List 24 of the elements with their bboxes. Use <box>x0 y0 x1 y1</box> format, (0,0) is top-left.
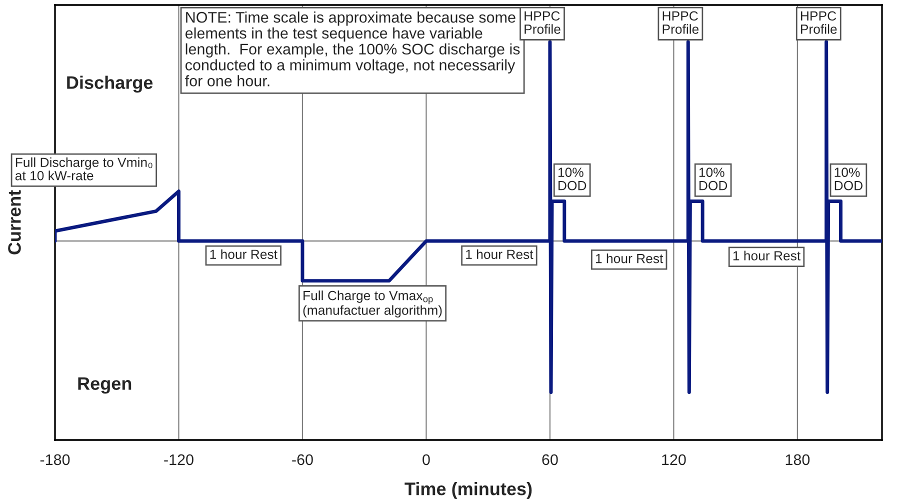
y-axis-title: Current <box>8 190 21 254</box>
annotation: HPPC Profile <box>524 11 560 34</box>
annotation: 10% DOD <box>834 168 862 190</box>
annotation: NOTE: Time scale is approximate because some elements in the test sequence have variable length. For example, the 100% SOC discharge is conducted to a minimum voltage, not necessarily for one hour. <box>185 12 520 86</box>
annotation: Full Discharge to Vmin₀ at 10 kW-rate <box>15 157 152 180</box>
x-tick-label: 60 <box>542 454 558 466</box>
annotation: HPPC Profile <box>801 11 837 34</box>
x-tick-label: 120 <box>662 454 686 466</box>
annotation: Discharge <box>67 76 153 93</box>
x-axis-title: Time (minutes) <box>404 482 532 499</box>
annotation: HPPC Profile <box>662 11 699 34</box>
x-tick-label: 0 <box>422 454 430 466</box>
annotation: 1 hour Rest <box>596 254 664 264</box>
annotation: Regen <box>78 377 132 394</box>
x-tick-label: 180 <box>786 454 810 466</box>
x-tick-label: -120 <box>164 454 194 466</box>
x-tick-label: -60 <box>292 454 313 466</box>
annotation: 1 hour Rest <box>466 249 534 260</box>
annotation: Full Charge to Vmax$_{op}$ (manufactuer algorithm) <box>303 290 442 318</box>
annotation: 1 hour Rest <box>733 250 801 260</box>
annotation: 10% DOD <box>558 168 586 190</box>
x-tick-label: -180 <box>40 454 70 466</box>
annotation: 10% DOD <box>699 168 728 190</box>
annotation: 1 hour Rest <box>210 249 278 260</box>
